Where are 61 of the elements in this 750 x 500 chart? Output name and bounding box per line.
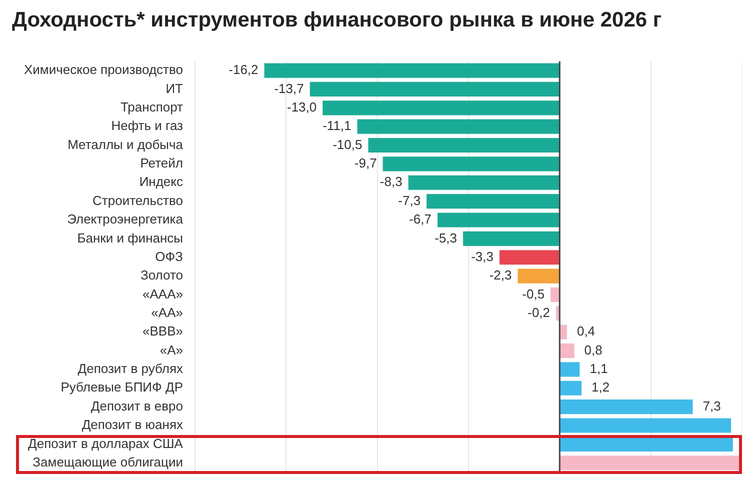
bar (560, 343, 574, 358)
y-tick-label: Рублевые БПИФ ДР (60, 380, 183, 395)
data-label: 7,3 (702, 398, 721, 414)
y-tick-label: ИТ (166, 80, 184, 96)
y-tick-label: Депозит в рублях (78, 361, 184, 376)
bar (322, 100, 560, 116)
y-tick-label: Строительство (92, 192, 183, 208)
data-label: -3,3 (471, 248, 494, 264)
bar (310, 82, 560, 97)
bar (368, 138, 560, 153)
bar (426, 194, 560, 209)
data-label: 0,4 (576, 324, 596, 339)
chart-title: Доходность* инструментов финансового рынка в июне 2026 г (12, 8, 662, 32)
bar (463, 231, 560, 246)
data-label: -5,3 (434, 230, 458, 246)
bar (560, 400, 693, 414)
data-label: -6,7 (409, 212, 432, 227)
data-label: 1,1 (590, 361, 608, 376)
data-label: -2,3 (489, 268, 512, 283)
bar (560, 436, 733, 452)
y-tick-label: Электроэнергетика (67, 212, 184, 227)
data-label: -0,2 (528, 304, 550, 320)
bar (357, 119, 560, 134)
bar (382, 156, 560, 172)
data-label: 1,2 (592, 380, 610, 395)
bar (518, 268, 560, 284)
y-tick-label: Депозит в долларах США (28, 436, 184, 451)
data-label: -13,0 (286, 99, 317, 114)
data-label: -0,5 (522, 286, 545, 302)
y-tick-label: Металлы и добыча (68, 136, 184, 152)
y-tick-label: «ВВВ» (142, 324, 183, 339)
y-tick-label: Депозит в евро (90, 398, 183, 414)
data-label: -16,2 (228, 62, 258, 78)
bar (264, 63, 560, 78)
y-tick-label: Ретейл (140, 156, 183, 171)
bar (438, 212, 560, 228)
bar (560, 380, 582, 396)
data-label: -11,1 (322, 118, 352, 134)
data-label: -8,3 (380, 174, 402, 190)
y-tick-label: «АА» (151, 304, 183, 320)
y-tick-label: Золото (140, 268, 183, 283)
data-label: -10,5 (332, 136, 362, 152)
y-tick-label: Индекс (139, 174, 184, 190)
bar (408, 175, 560, 190)
y-tick-label: ОФЗ (155, 248, 184, 264)
y-tick-label: Транспорт (120, 99, 184, 114)
bar (499, 250, 560, 265)
y-tick-label: Банки и финансы (77, 230, 183, 246)
data-label: -7,3 (398, 192, 421, 208)
data-label: 0,8 (584, 342, 602, 358)
y-tick-label: Нефть и газ (111, 118, 184, 134)
y-tick-label: Депозит в юанях (82, 417, 184, 432)
y-tick-label: Замещающие облигации (32, 454, 183, 470)
bar (560, 418, 732, 433)
bar (550, 287, 560, 302)
data-label: -13,7 (274, 80, 304, 96)
data-label: -9,7 (354, 156, 377, 171)
y-tick-label: Химическое производство (24, 62, 183, 78)
bar (560, 362, 580, 377)
y-tick-label: «ААА» (142, 286, 183, 302)
y-tick-label: «А» (160, 342, 183, 358)
